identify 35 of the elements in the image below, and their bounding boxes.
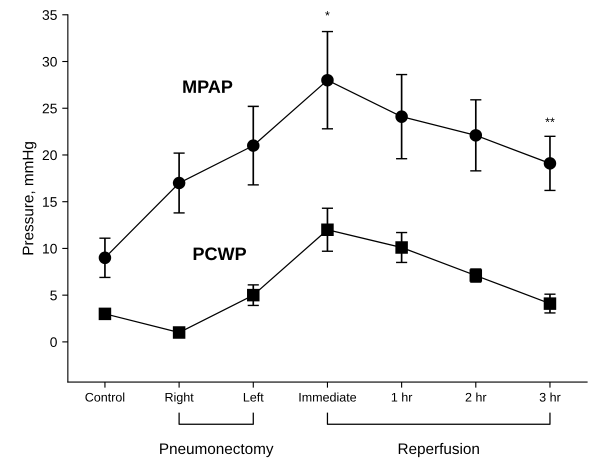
x-tick-label: Immediate (299, 392, 356, 402)
y-tick-label: 20 (42, 150, 57, 160)
x-tick-label: Left (244, 392, 264, 402)
point (247, 139, 260, 152)
point (321, 74, 334, 86)
series-label: PCWP (194, 247, 246, 260)
annotation: ** (545, 118, 555, 122)
point (247, 288, 260, 302)
text: Reperfusion (398, 442, 479, 458)
x-tick-label: Right (166, 392, 194, 404)
point (395, 110, 408, 123)
x-tick-label: 1 hr (392, 392, 412, 402)
point (98, 308, 112, 320)
y-axis-title: Pressure, mmHg (22, 142, 36, 254)
annotation: * (325, 11, 330, 16)
x-tick-label: Control (85, 392, 124, 402)
y-tick-label: 0 (50, 337, 57, 348)
y-tick-label: 10 (43, 244, 57, 254)
point (172, 176, 186, 190)
text: MPAP (183, 80, 232, 93)
point (321, 223, 334, 236)
text: Pneumonectomy (160, 443, 274, 458)
point (98, 252, 112, 264)
x-tick-label: 2 hr (466, 392, 486, 402)
point (172, 326, 186, 339)
y-tick-label: 30 (42, 56, 57, 67)
point (395, 241, 408, 254)
point (470, 129, 482, 142)
y-tick-label: 5 (50, 290, 57, 300)
y-tick-label: 25 (42, 104, 57, 114)
point (544, 157, 556, 170)
y-tick-label: 35 (42, 10, 57, 20)
y-tick-label: 15 (43, 197, 57, 207)
x-tick-label: 3 hr (540, 392, 561, 402)
point (544, 297, 556, 310)
